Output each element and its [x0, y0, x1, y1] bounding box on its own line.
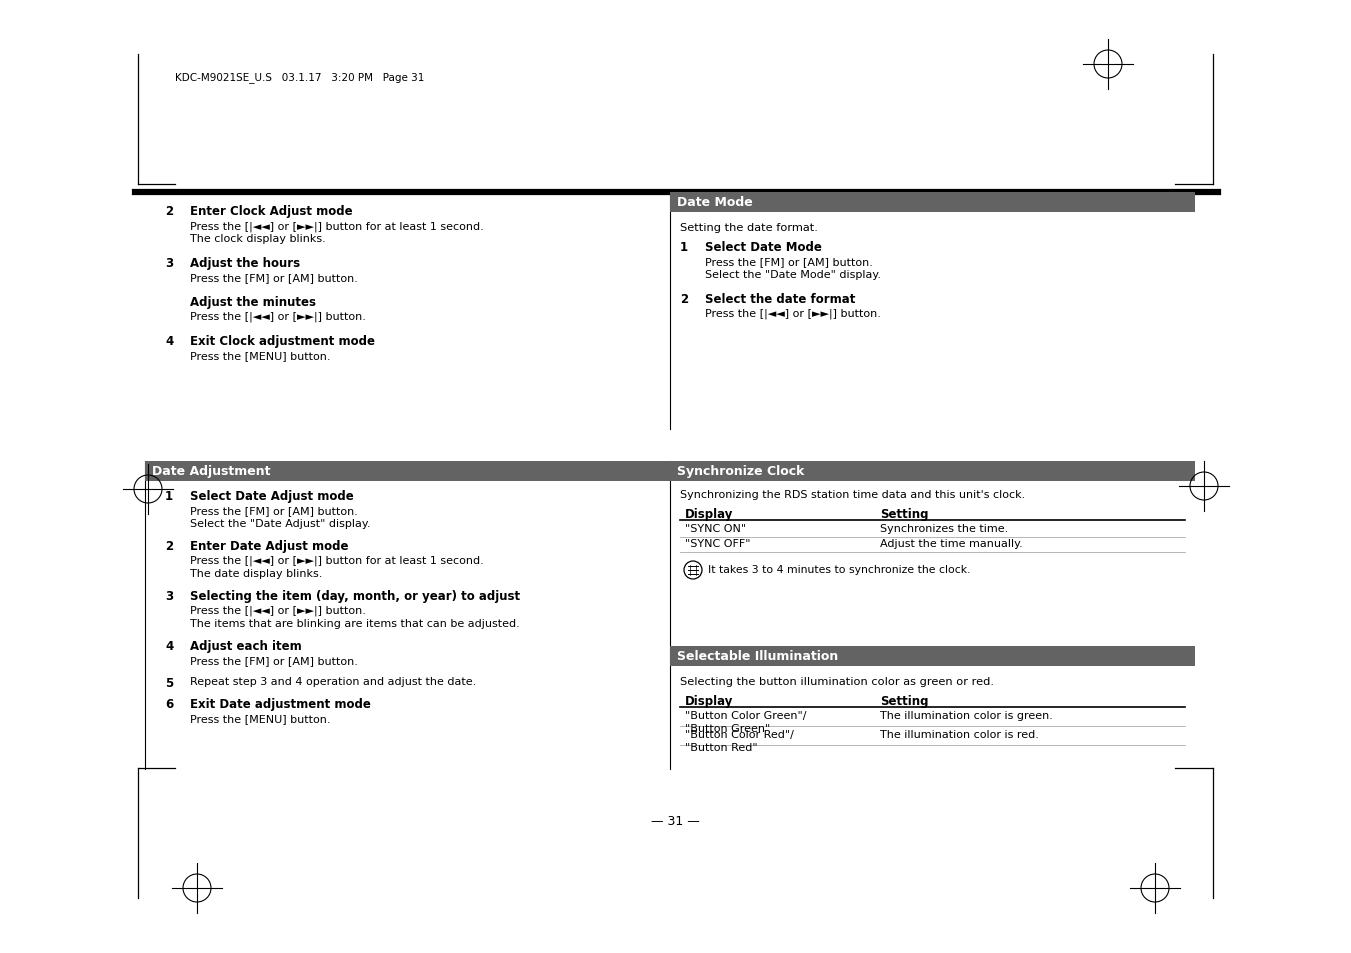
- Text: 3: 3: [165, 589, 173, 602]
- Text: Press the [|◄◄] or [►►|] button.: Press the [|◄◄] or [►►|] button.: [190, 605, 366, 616]
- Text: Select the "Date Mode" display.: Select the "Date Mode" display.: [705, 270, 881, 280]
- Text: Setting: Setting: [880, 695, 928, 707]
- Text: "Button Red": "Button Red": [685, 742, 758, 752]
- Text: Selectable Illumination: Selectable Illumination: [677, 650, 838, 662]
- Bar: [670, 461, 1196, 481]
- Text: 6: 6: [165, 698, 173, 710]
- Text: Synchronize Clock: Synchronize Clock: [677, 465, 804, 478]
- Text: "SYNC ON": "SYNC ON": [685, 523, 746, 534]
- Text: Press the [FM] or [AM] button.: Press the [FM] or [AM] button.: [705, 256, 873, 267]
- Text: Select the date format: Select the date format: [705, 293, 855, 306]
- Text: Select Date Adjust mode: Select Date Adjust mode: [190, 490, 354, 502]
- Text: Press the [FM] or [AM] button.: Press the [FM] or [AM] button.: [190, 273, 358, 283]
- Text: 2: 2: [165, 205, 173, 218]
- Text: Press the [|◄◄] or [►►|] button for at least 1 second.: Press the [|◄◄] or [►►|] button for at l…: [190, 221, 484, 232]
- Text: 2: 2: [165, 539, 173, 553]
- Text: Exit Clock adjustment mode: Exit Clock adjustment mode: [190, 335, 376, 348]
- Text: 1: 1: [680, 241, 688, 253]
- Text: Display: Display: [685, 507, 734, 520]
- Text: "SYNC OFF": "SYNC OFF": [685, 538, 751, 548]
- Bar: [670, 193, 1196, 213]
- Text: Synchronizes the time.: Synchronizes the time.: [880, 523, 1008, 534]
- Text: 3: 3: [165, 256, 173, 270]
- Text: — 31 —: — 31 —: [651, 814, 700, 827]
- Text: "Button Color Red"/: "Button Color Red"/: [685, 729, 794, 740]
- Text: Press the [MENU] button.: Press the [MENU] button.: [190, 351, 331, 360]
- Text: Press the [|◄◄] or [►►|] button for at least 1 second.: Press the [|◄◄] or [►►|] button for at l…: [190, 556, 484, 566]
- Text: Enter Date Adjust mode: Enter Date Adjust mode: [190, 539, 349, 553]
- Text: Adjust the hours: Adjust the hours: [190, 256, 300, 270]
- Text: KDC-M9021SE_U.S   03.1.17   3:20 PM   Page 31: KDC-M9021SE_U.S 03.1.17 3:20 PM Page 31: [176, 71, 424, 83]
- Bar: [670, 646, 1196, 666]
- Text: Adjust the minutes: Adjust the minutes: [190, 295, 316, 309]
- Text: 5: 5: [165, 677, 173, 689]
- Text: 1: 1: [165, 490, 173, 502]
- Text: Synchronizing the RDS station time data and this unit's clock.: Synchronizing the RDS station time data …: [680, 490, 1025, 499]
- Text: Setting: Setting: [880, 507, 928, 520]
- Text: Selecting the item (day, month, or year) to adjust: Selecting the item (day, month, or year)…: [190, 589, 520, 602]
- Text: Select the "Date Adjust" display.: Select the "Date Adjust" display.: [190, 518, 370, 529]
- Text: 4: 4: [165, 335, 173, 348]
- Text: "Button Green": "Button Green": [685, 723, 770, 733]
- Text: Press the [|◄◄] or [►►|] button.: Press the [|◄◄] or [►►|] button.: [190, 312, 366, 322]
- Text: The illumination color is green.: The illumination color is green.: [880, 710, 1052, 720]
- Text: Display: Display: [685, 695, 734, 707]
- Text: Repeat step 3 and 4 operation and adjust the date.: Repeat step 3 and 4 operation and adjust…: [190, 677, 477, 686]
- Text: The items that are blinking are items that can be adjusted.: The items that are blinking are items th…: [190, 618, 520, 628]
- Text: The clock display blinks.: The clock display blinks.: [190, 233, 326, 244]
- Text: The illumination color is red.: The illumination color is red.: [880, 729, 1039, 740]
- Text: Adjust each item: Adjust each item: [190, 639, 301, 652]
- Text: Enter Clock Adjust mode: Enter Clock Adjust mode: [190, 205, 353, 218]
- Text: Exit Date adjustment mode: Exit Date adjustment mode: [190, 698, 372, 710]
- Text: Setting the date format.: Setting the date format.: [680, 223, 817, 233]
- Text: 2: 2: [680, 293, 688, 306]
- Text: Press the [MENU] button.: Press the [MENU] button.: [190, 713, 331, 723]
- Text: It takes 3 to 4 minutes to synchronize the clock.: It takes 3 to 4 minutes to synchronize t…: [708, 564, 970, 575]
- Text: Date Mode: Date Mode: [677, 196, 753, 210]
- Text: Date Adjustment: Date Adjustment: [153, 465, 270, 478]
- Text: Press the [FM] or [AM] button.: Press the [FM] or [AM] button.: [190, 505, 358, 516]
- Text: Select Date Mode: Select Date Mode: [705, 241, 821, 253]
- Text: Press the [FM] or [AM] button.: Press the [FM] or [AM] button.: [190, 656, 358, 665]
- Text: "Button Color Green"/: "Button Color Green"/: [685, 710, 807, 720]
- Text: Press the [|◄◄] or [►►|] button.: Press the [|◄◄] or [►►|] button.: [705, 309, 881, 319]
- Text: 4: 4: [165, 639, 173, 652]
- Text: Adjust the time manually.: Adjust the time manually.: [880, 538, 1023, 548]
- Text: The date display blinks.: The date display blinks.: [190, 568, 323, 578]
- Text: Selecting the button illumination color as green or red.: Selecting the button illumination color …: [680, 677, 994, 686]
- Bar: [145, 461, 670, 481]
